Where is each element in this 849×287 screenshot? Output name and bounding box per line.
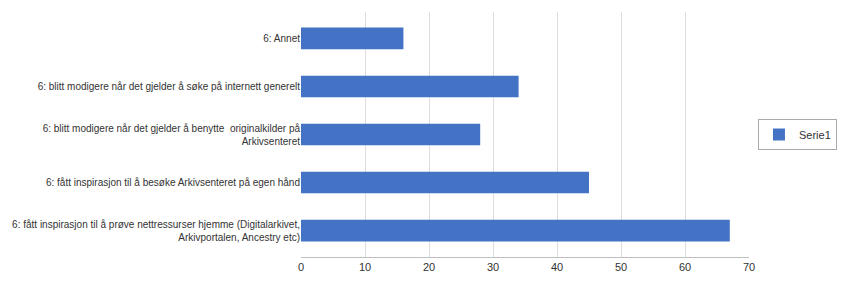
svg-text:10: 10 bbox=[359, 261, 371, 273]
svg-text:6: fått inspirasjon til å prøv: 6: fått inspirasjon til å prøve nettress… bbox=[12, 219, 300, 243]
svg-text:60: 60 bbox=[679, 261, 691, 273]
svg-text:50: 50 bbox=[615, 261, 627, 273]
svg-text:40: 40 bbox=[551, 261, 563, 273]
svg-text:6: fått inspirasjon til å besø: 6: fått inspirasjon til å besøke Arkivse… bbox=[46, 177, 300, 188]
svg-text:0: 0 bbox=[298, 261, 304, 273]
svg-text:70: 70 bbox=[743, 261, 755, 273]
svg-text:6: Annet: 6: Annet bbox=[263, 33, 300, 44]
svg-text:30: 30 bbox=[487, 261, 499, 273]
svg-text:6: blitt modigere når det gjel: 6: blitt modigere når det gjelder å beny… bbox=[43, 123, 301, 147]
svg-text:20: 20 bbox=[423, 261, 435, 273]
svg-text:6: blitt modigere når det gjel: 6: blitt modigere når det gjelder å søke… bbox=[38, 81, 301, 92]
svg-text:Serie1: Serie1 bbox=[799, 129, 831, 141]
